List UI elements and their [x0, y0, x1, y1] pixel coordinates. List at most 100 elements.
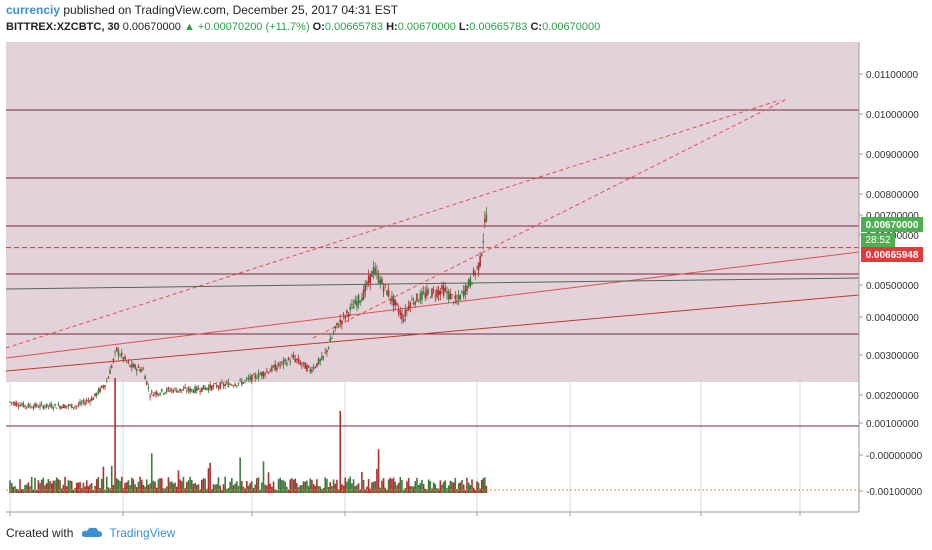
volume-bar — [485, 485, 488, 493]
volume-bar — [327, 486, 330, 493]
candle-body — [442, 286, 445, 296]
volume-bar — [219, 485, 221, 493]
volume-bar — [99, 488, 101, 493]
candle-body — [287, 357, 290, 361]
volume-bar — [97, 477, 100, 493]
tradingview-cloud-icon — [82, 527, 103, 537]
candle-body — [376, 271, 378, 273]
volume-bar — [482, 478, 485, 493]
volume-bar — [95, 479, 98, 493]
candle-body — [459, 295, 462, 301]
candle-body — [134, 364, 136, 369]
candle-body — [24, 405, 26, 407]
candle-body — [416, 293, 418, 302]
candle-body — [401, 313, 403, 320]
author-link[interactable]: currenciy — [6, 3, 61, 17]
candle-body — [472, 269, 475, 276]
candle-body — [239, 379, 241, 381]
volume-bar — [439, 480, 442, 493]
candle-body — [206, 387, 208, 390]
candle-body — [25, 406, 28, 408]
candle-body — [160, 388, 163, 392]
volume-bar — [184, 488, 186, 493]
volume-bar — [259, 489, 261, 493]
candle-body — [349, 306, 352, 311]
tradingview-link[interactable]: TradingView — [109, 526, 176, 540]
price-pane[interactable] — [6, 42, 859, 382]
candle-body — [414, 301, 417, 305]
volume-bar — [232, 485, 235, 493]
price-tick-label: 0.00300000 — [866, 351, 919, 362]
volume-bar — [217, 477, 220, 493]
candle-body — [329, 338, 332, 342]
volume-bar — [269, 483, 271, 493]
volume-bar — [234, 483, 236, 493]
candle-body — [316, 363, 318, 367]
candle-body — [15, 402, 18, 406]
volume-bar — [32, 489, 35, 493]
volume-bar — [407, 477, 410, 493]
candle-body — [74, 406, 76, 408]
volume-bar — [422, 483, 425, 493]
candle-body — [232, 385, 235, 387]
trend-line[interactable] — [5, 277, 860, 290]
trend-line[interactable] — [5, 99, 781, 349]
volume-bar — [20, 489, 23, 493]
countdown-tag — [861, 233, 895, 247]
volume-bar — [190, 479, 193, 493]
candle-body — [339, 319, 342, 323]
candle-body — [137, 366, 140, 368]
volume-bar — [137, 481, 140, 493]
candle-body — [75, 405, 78, 407]
candle-body — [299, 361, 302, 365]
candle-body — [417, 301, 420, 303]
volume-bar — [282, 480, 285, 493]
volume-bar — [206, 488, 208, 493]
volume-bar — [394, 481, 397, 493]
candle-body — [346, 310, 348, 313]
price-chart[interactable]: 0.01100000 0.01000000 0.00900000 0.00800000… — [0, 38, 932, 518]
volume-bar — [476, 481, 478, 493]
trend-line[interactable] — [5, 294, 860, 372]
volume-bar — [317, 485, 320, 493]
volume-bar — [72, 489, 75, 493]
volume-bar — [57, 479, 60, 493]
volume-bar — [112, 484, 115, 493]
candle-body — [356, 301, 358, 308]
candle-body — [391, 296, 393, 302]
price-tick-label: 0.01100000 — [866, 70, 919, 81]
candle-body — [437, 290, 440, 295]
candle-body — [251, 374, 253, 382]
candle-body — [102, 386, 105, 388]
candle-body — [217, 386, 220, 388]
candle-body — [80, 402, 83, 404]
volume-bar — [229, 481, 231, 493]
volume-bar — [472, 487, 475, 493]
volume-bar — [222, 484, 225, 493]
candle-body — [252, 374, 255, 375]
candle-body — [457, 294, 460, 299]
candle-body — [90, 397, 93, 401]
candle-body — [249, 376, 251, 380]
volume-bar — [115, 478, 118, 493]
candle-body — [332, 332, 335, 335]
volume-bar — [372, 481, 375, 493]
candle-body — [394, 299, 397, 306]
price-tick-label: 0.00100000 — [866, 419, 919, 430]
candle-body — [354, 299, 357, 305]
candle-body — [30, 407, 33, 409]
candle-body — [127, 361, 130, 363]
candle-body — [421, 291, 423, 300]
volume-bar — [202, 478, 205, 493]
volume-bar — [311, 479, 313, 493]
candle-body — [412, 302, 415, 304]
candle-body — [19, 404, 21, 407]
low-label: L: — [458, 21, 470, 33]
volume-bar — [389, 477, 392, 493]
candle-body — [237, 382, 240, 384]
candle-body — [192, 390, 195, 393]
volume-bar — [169, 481, 171, 493]
trend-line[interactable] — [5, 251, 860, 359]
volume-bar — [102, 466, 105, 493]
candle-body — [145, 381, 148, 385]
